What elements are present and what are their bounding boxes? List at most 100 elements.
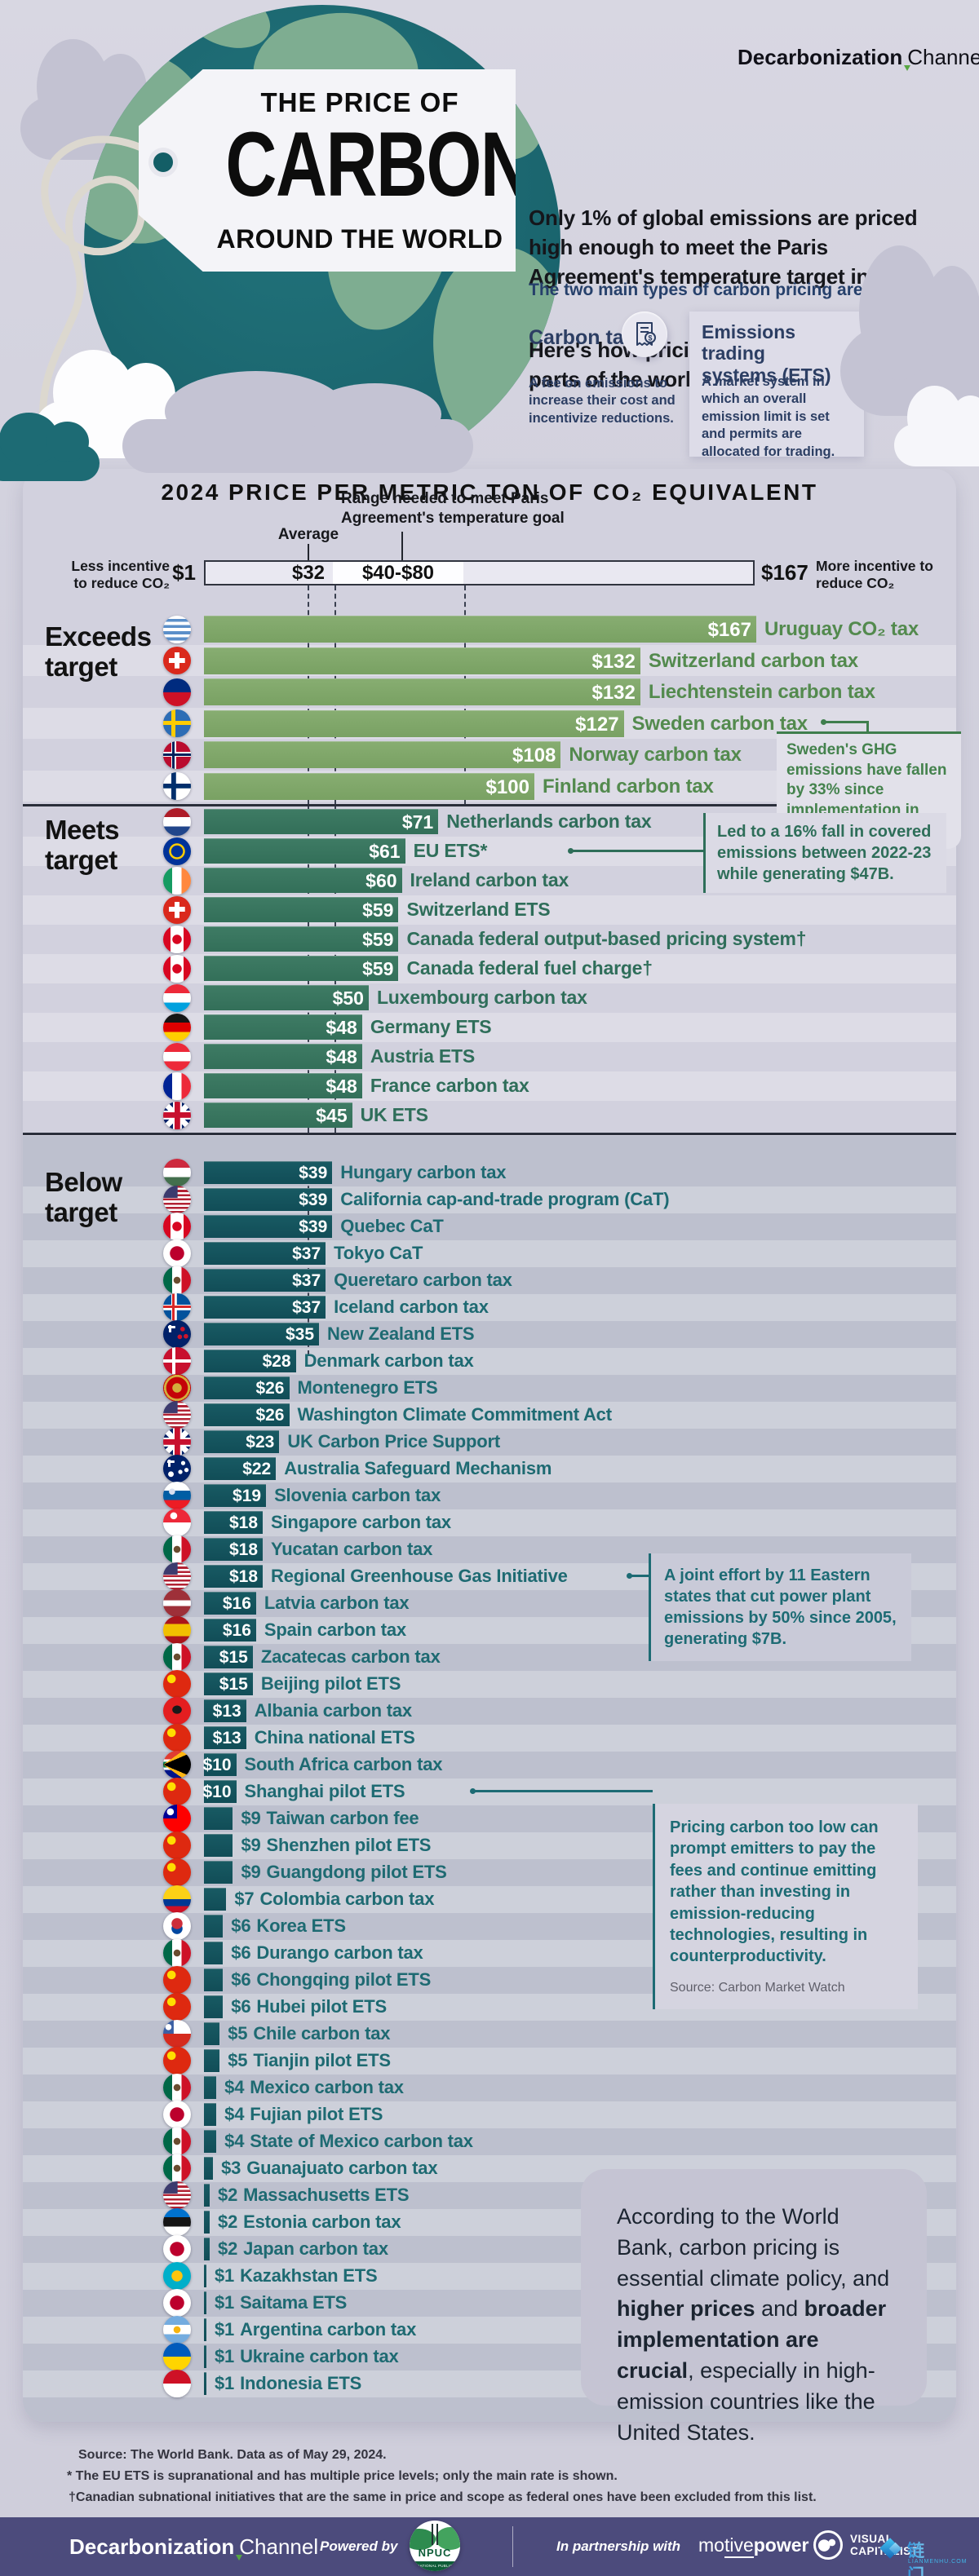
price-bar bbox=[204, 1942, 224, 1964]
price-row-label: Germany ETS bbox=[370, 1014, 492, 1040]
program-name: Argentina carbon tax bbox=[240, 2319, 417, 2340]
price-row-label: Austria ETS bbox=[370, 1044, 475, 1069]
price-bar: $71 bbox=[204, 809, 439, 834]
price-value: $48 bbox=[326, 1017, 357, 1038]
price-value: $3 bbox=[221, 2158, 241, 2178]
program-name: South Africa carbon tax bbox=[244, 1754, 443, 1774]
flag-icon-sg bbox=[163, 1509, 191, 1536]
price-value: $2 bbox=[218, 2211, 238, 2232]
price-bar bbox=[204, 2130, 217, 2153]
price-row-label: Hungary carbon tax bbox=[340, 1161, 506, 1184]
price-value: $59 bbox=[362, 958, 394, 979]
price-value: $13 bbox=[212, 1729, 241, 1748]
average-label: Average bbox=[277, 526, 339, 543]
price-bar: $59 bbox=[204, 897, 399, 922]
program-name: Ukraine carbon tax bbox=[240, 2346, 399, 2366]
program-name: Canada federal fuel charge† bbox=[406, 957, 653, 979]
program-name: Quebec CaT bbox=[340, 1216, 444, 1236]
program-name: Estonia carbon tax bbox=[243, 2211, 401, 2232]
cloud-white-right bbox=[894, 386, 979, 466]
program-name: Slovenia carbon tax bbox=[274, 1485, 441, 1505]
price-row-label: Regional Greenhouse Gas Initiative bbox=[271, 1565, 568, 1588]
callout-pricing-too-low: Pricing carbon too low can prompt emitte… bbox=[653, 1804, 918, 2009]
range-tick bbox=[401, 532, 403, 560]
flag-icon-mx bbox=[163, 2074, 191, 2101]
price-value: $10 bbox=[202, 1783, 232, 1801]
intro-paragraph-1: Only 1% of global emissions are priced h… bbox=[529, 205, 928, 289]
flag-icon-ua bbox=[163, 2343, 191, 2371]
price-bar: $15 bbox=[204, 1646, 253, 1668]
price-row-label: France carbon tax bbox=[370, 1073, 529, 1098]
price-value: $18 bbox=[228, 1540, 259, 1559]
footer-divider bbox=[512, 2526, 513, 2567]
program-name: China national ETS bbox=[254, 1727, 415, 1748]
program-name: Chile carbon tax bbox=[253, 2023, 391, 2044]
vc-line1: VISUAL bbox=[850, 2533, 893, 2545]
connector-dot bbox=[568, 848, 574, 854]
flag-icon-ch bbox=[163, 647, 191, 674]
flag-icon-us bbox=[163, 1186, 191, 1213]
flag-icon-ie bbox=[163, 866, 191, 895]
section-divider bbox=[23, 804, 956, 806]
flag-icon-dk bbox=[163, 1347, 191, 1375]
price-row-label: $9 Guangdong pilot ETS bbox=[241, 1861, 446, 1884]
flag-icon-uk bbox=[163, 1101, 191, 1129]
price-value: $19 bbox=[233, 1487, 262, 1505]
price-value: $6 bbox=[231, 1915, 251, 1936]
price-value: $1 bbox=[215, 2373, 235, 2393]
flag-icon-mx bbox=[163, 1643, 191, 1671]
program-name: EU ETS* bbox=[413, 840, 488, 861]
scale-min: $1 bbox=[172, 560, 196, 585]
price-row-label: $2 Massachusetts ETS bbox=[218, 2184, 410, 2207]
program-name: Massachusetts ETS bbox=[243, 2185, 410, 2205]
price-value: $15 bbox=[219, 1648, 248, 1667]
ets-desc: A market system in which an overall emis… bbox=[702, 374, 835, 459]
price-row-label: California cap-and-trade program (CaT) bbox=[340, 1188, 669, 1211]
flag-icon-us bbox=[163, 1562, 191, 1590]
price-row-label: $9 Shenzhen pilot ETS bbox=[241, 1834, 431, 1857]
price-bar bbox=[204, 1834, 233, 1857]
price-row-label: $5 Chile carbon tax bbox=[228, 2022, 390, 2045]
flag-icon-cn bbox=[163, 1778, 191, 1805]
program-name: Chongqing pilot ETS bbox=[256, 1969, 432, 1990]
price-bar: $48 bbox=[204, 1014, 362, 1040]
price-bar bbox=[204, 1915, 224, 1938]
price-bar: $35 bbox=[204, 1323, 320, 1345]
price-bar: $167 bbox=[204, 616, 756, 643]
program-name: France carbon tax bbox=[370, 1075, 529, 1096]
price-bar bbox=[204, 2103, 217, 2126]
price-value: $16 bbox=[222, 1594, 251, 1613]
program-name: Saitama ETS bbox=[240, 2292, 348, 2313]
program-name: Kazakhstan ETS bbox=[240, 2265, 378, 2286]
program-name: Albania carbon tax bbox=[254, 1700, 412, 1721]
program-name: UK Carbon Price Support bbox=[287, 1431, 500, 1451]
program-name: Latvia carbon tax bbox=[264, 1593, 410, 1613]
price-bar bbox=[204, 2291, 206, 2314]
price-row-label: $9 Taiwan carbon fee bbox=[241, 1807, 419, 1830]
flag-icon-jp bbox=[163, 2101, 191, 2128]
price-value: $18 bbox=[228, 1513, 259, 1532]
program-name: Yucatan carbon tax bbox=[271, 1539, 433, 1559]
price-bar: $100 bbox=[204, 772, 534, 800]
price-bar: $16 bbox=[204, 1619, 256, 1641]
price-bar: $18 bbox=[204, 1538, 264, 1561]
price-value: $9 bbox=[241, 1862, 261, 1882]
price-row-label: $4 Fujian pilot ETS bbox=[224, 2103, 383, 2126]
price-value: $28 bbox=[262, 1352, 291, 1371]
program-name: California cap-and-trade program (CaT) bbox=[340, 1189, 670, 1209]
price-value: $2 bbox=[218, 2238, 238, 2259]
program-name: Netherlands carbon tax bbox=[446, 811, 652, 832]
price-value: $1 bbox=[215, 2265, 235, 2286]
price-bar: $13 bbox=[204, 1726, 246, 1749]
section-label-meets: Meets target bbox=[45, 815, 120, 875]
price-row-label: $2 Japan carbon tax bbox=[218, 2238, 388, 2260]
program-name: Hubei pilot ETS bbox=[256, 1996, 387, 2017]
price-bar bbox=[204, 1888, 227, 1911]
price-bar: $108 bbox=[204, 741, 561, 768]
program-name: Washington Climate Commitment Act bbox=[297, 1404, 613, 1425]
price-bar bbox=[204, 2372, 206, 2395]
price-bar: $18 bbox=[204, 1511, 264, 1534]
callout-world-bank: According to the World Bank, carbon pric… bbox=[581, 2169, 927, 2445]
receipt-tax-icon: $ bbox=[622, 312, 667, 357]
price-bar: $23 bbox=[204, 1430, 280, 1453]
